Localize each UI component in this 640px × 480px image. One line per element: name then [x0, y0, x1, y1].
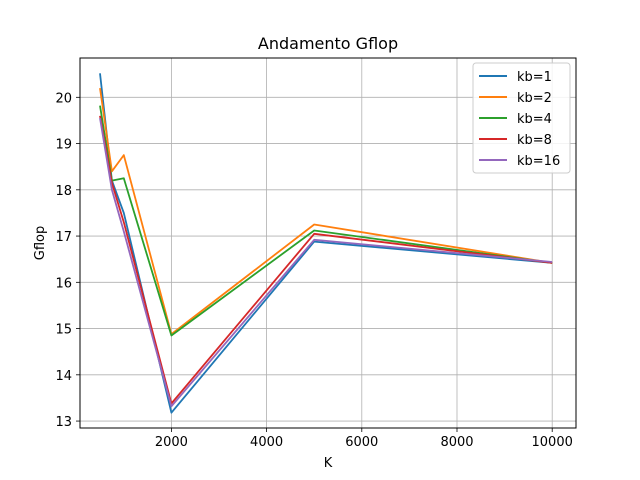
- x-tick-label: 6000: [345, 435, 378, 450]
- y-tick-label: 16: [55, 276, 72, 291]
- y-tick-label: 15: [55, 323, 72, 338]
- legend-label: kb=1: [517, 70, 552, 85]
- legend-label: kb=4: [517, 112, 552, 127]
- series-line-kb-16: [99, 117, 553, 408]
- legend-box: [472, 62, 571, 174]
- y-axis: 13 14 15 16 17 18 19 20: [55, 91, 80, 430]
- chart-title: Andamento Gflop: [258, 34, 398, 53]
- y-axis-label: Gflop: [33, 226, 48, 260]
- y-tick-label: 19: [55, 138, 72, 153]
- x-tick-label: 8000: [440, 435, 473, 450]
- plot-frame: [79, 57, 577, 429]
- x-tick-label: 2000: [155, 435, 188, 450]
- legend: kb=1 kb=2 kb=4 kb=8 kb=16: [472, 62, 571, 174]
- x-axis-label: K: [324, 456, 333, 471]
- series-layer: [99, 73, 553, 414]
- x-axis: 2000 4000 6000 8000 10000: [155, 428, 573, 450]
- legend-label: kb=8: [517, 133, 552, 148]
- x-tick-label: 4000: [250, 435, 283, 450]
- series-line-kb-2: [99, 87, 553, 336]
- y-tick-label: 20: [55, 91, 72, 106]
- series-line-kb-8: [99, 115, 553, 405]
- x-tick-label: 10000: [532, 435, 573, 450]
- legend-label: kb=16: [517, 154, 560, 169]
- legend-label: kb=2: [517, 91, 552, 106]
- y-tick-label: 13: [55, 415, 72, 430]
- y-tick-label: 14: [55, 369, 72, 384]
- y-tick-label: 17: [55, 230, 72, 245]
- y-tick-label: 18: [55, 184, 72, 199]
